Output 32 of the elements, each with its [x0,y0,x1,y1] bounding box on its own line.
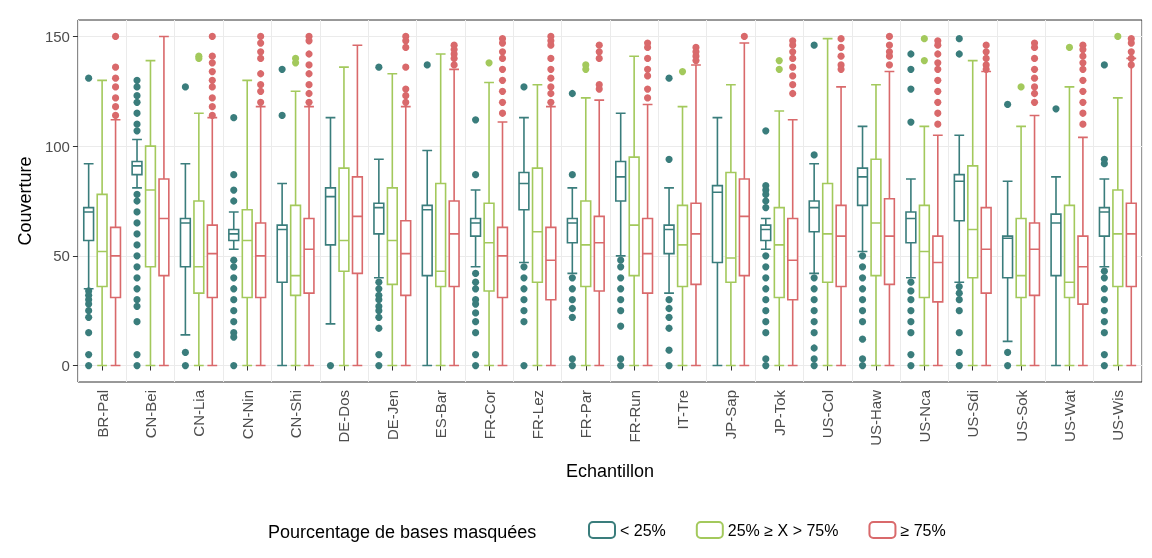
x-tick-label: CN-Bei [141,390,159,439]
x-tick-label: JP-Tok [770,389,788,436]
x-tick-label: FR-Lez [528,390,546,440]
legend-label: 25% ≥ X > 75% [727,521,839,539]
x-tick-label: FR-Par [577,390,595,439]
x-tick-label: IT-Tre [674,390,692,430]
x-tick-label: CN-Nin [238,390,256,440]
x-tick-label: US-Haw [867,389,885,446]
x-axis-title: Echantillon [565,461,654,481]
x-tick-label: BR-Pal [93,390,111,438]
x-tick-label: US-Col [819,390,837,439]
x-tick-label: US-Nca [915,389,933,443]
y-tick-label: 150 [44,27,70,45]
x-tick-label: DE-Dos [335,390,353,443]
legend-title: Pourcentage de bases masquées [268,522,537,542]
x-tick-label: JP-Sap [722,390,740,440]
y-tick-label: 100 [44,137,70,155]
legend-label: < 25% [620,521,666,539]
x-tick-label: FR-Cor [480,390,498,440]
y-axis-title: Couverture [15,156,35,246]
x-tick-label: DE-Jen [383,390,401,441]
x-tick-label: US-Sok [1012,389,1030,442]
legend-label: ≥ 75% [900,521,946,539]
x-tick-label: US-Wis [1109,390,1127,441]
y-tick-label: 0 [61,357,70,375]
x-tick-label: CN-Lia [190,389,208,437]
x-tick-label: US-Sdi [964,390,982,438]
x-tick-label: CN-Shi [287,390,305,439]
y-tick-label: 50 [53,247,70,265]
x-tick-label: US-Wat [1060,389,1078,442]
x-tick-label: FR-Run [625,390,643,443]
x-tick-label: ES-Bar [432,390,450,439]
